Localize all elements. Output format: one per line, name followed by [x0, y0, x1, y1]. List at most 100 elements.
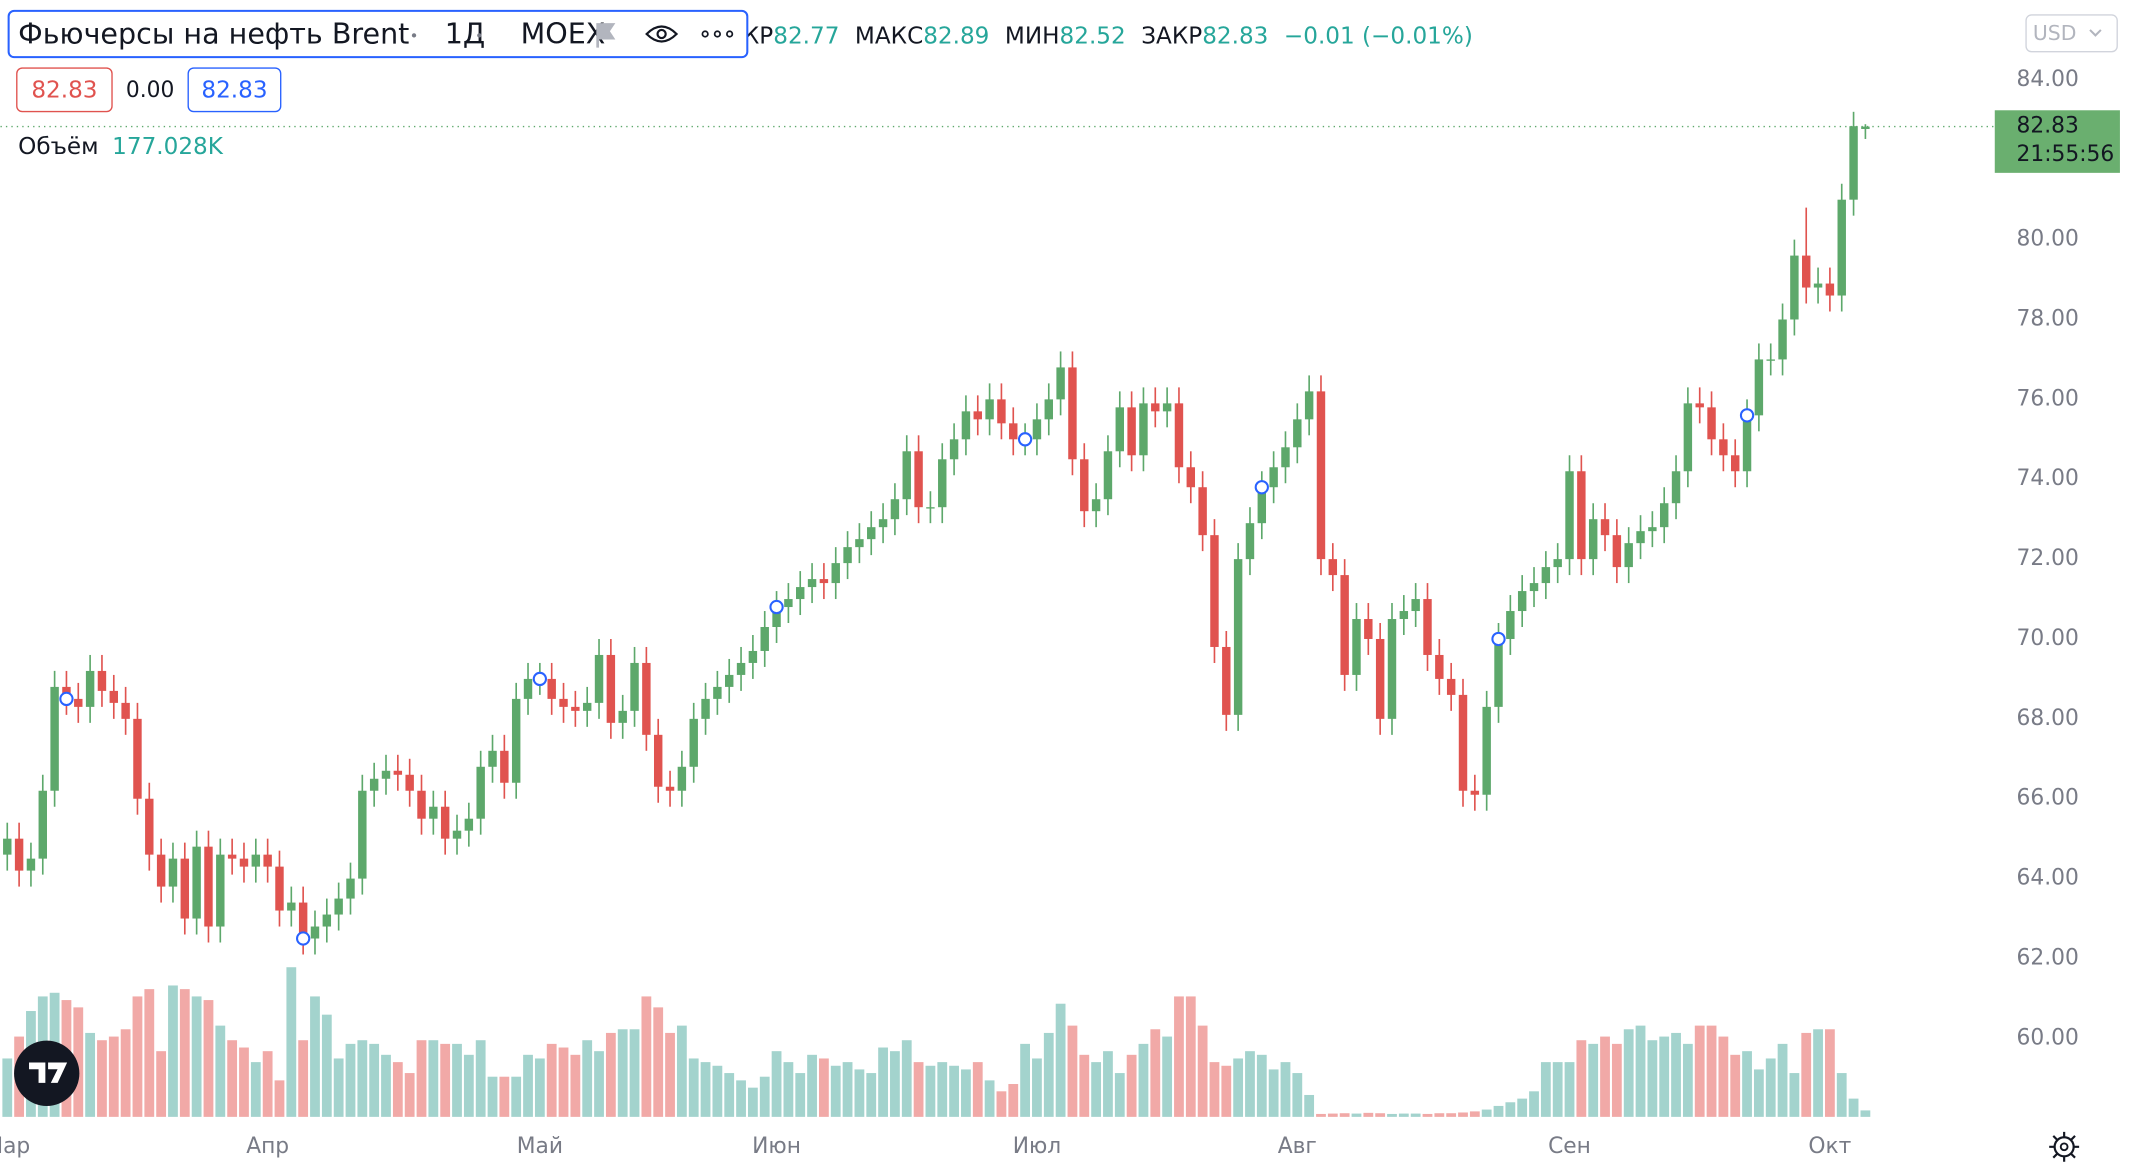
candle-body: [464, 818, 474, 831]
volume-bar: [1233, 1058, 1244, 1117]
volume-bar: [1185, 996, 1196, 1117]
volume-bar: [1339, 1113, 1350, 1117]
volume-bar: [475, 1040, 486, 1117]
currency-box[interactable]: [2025, 14, 2118, 53]
volume-bar: [1647, 1040, 1658, 1117]
logo-mark: [29, 1062, 68, 1083]
volume-bar: [215, 1025, 226, 1117]
volume-bar: [972, 1062, 983, 1117]
candle-body: [1435, 654, 1444, 679]
title-box[interactable]: [7, 9, 749, 59]
volume-bar: [357, 1040, 368, 1117]
flag-icon[interactable]: [596, 23, 616, 48]
ohlc-legend: ОТКР82.77 МАКС82.89 МИН82.52 ЗАКР82.83 −…: [711, 23, 1473, 49]
volume-bar: [1292, 1073, 1303, 1117]
candle-body: [405, 774, 414, 791]
volume-bar: [1765, 1058, 1776, 1117]
candle-body: [796, 587, 805, 600]
candle-body: [1446, 678, 1456, 695]
volume-bar: [381, 1054, 391, 1117]
volume-bar: [1280, 1062, 1291, 1117]
candle-body: [1411, 599, 1420, 612]
candle-body: [547, 678, 556, 699]
x-tick-label: Май: [517, 1134, 563, 1159]
candle-body: [997, 399, 1006, 424]
volume-bar: [1067, 1025, 1078, 1117]
volume-bar: [1505, 1102, 1516, 1117]
candle-body: [121, 702, 130, 719]
candle-body: [760, 627, 769, 651]
candle-body: [322, 914, 332, 927]
volume-bar: [819, 1058, 829, 1117]
sell-box[interactable]: [16, 67, 113, 113]
candle-body: [1754, 359, 1764, 416]
x-tick-label: Июл: [1013, 1134, 1061, 1159]
candle-body: [145, 798, 154, 855]
candle-body: [748, 650, 758, 663]
volume-bar: [878, 1047, 888, 1117]
more-dot[interactable]: [713, 30, 721, 38]
currency[interactable]: USD: [2033, 21, 2077, 45]
candle-body: [653, 734, 663, 787]
candle-body: [1458, 694, 1468, 791]
open-value: 82.77: [773, 23, 839, 49]
volume-bar: [1564, 1062, 1575, 1117]
volume-bar: [168, 985, 178, 1117]
volume-bar: [203, 1000, 214, 1117]
volume-bar: [546, 1043, 557, 1117]
candle-body: [1091, 499, 1101, 512]
buy-box[interactable]: [187, 67, 282, 113]
x-tick-label: Мар: [0, 1134, 30, 1159]
volume-bar: [1174, 996, 1184, 1117]
volume-bar: [854, 1069, 865, 1117]
volume-bar: [463, 1054, 474, 1117]
candle-body: [1482, 706, 1491, 795]
volume-bar: [1789, 1073, 1800, 1117]
volume-bar: [108, 1036, 119, 1117]
sell-price[interactable]: 82.83: [31, 78, 97, 104]
volume-bar: [523, 1054, 533, 1117]
volume-bar: [1682, 1043, 1693, 1117]
candle-body: [50, 686, 59, 791]
candle-body: [594, 654, 604, 703]
event-marker: [296, 931, 311, 946]
volume-bar: [700, 1062, 711, 1117]
candle-body: [204, 846, 213, 927]
candle-body: [1245, 523, 1255, 560]
event-marker: [1739, 408, 1755, 423]
volume-bar: [286, 967, 297, 1117]
candle-body: [133, 718, 142, 799]
symbol-title[interactable]: Фьючерсы на нефть Brent 1Д MOEX: [7, 9, 749, 59]
volume-bar: [1268, 1069, 1279, 1117]
y-tick-label: 70.00: [2017, 626, 2079, 651]
candle-body: [618, 710, 627, 723]
settings-icon[interactable]: [2049, 1131, 2080, 1162]
close-label: ЗАКР: [1141, 23, 1202, 49]
candle-body: [725, 674, 734, 687]
event-marker: [769, 599, 784, 615]
volume-bar: [842, 1062, 853, 1117]
y-tick-label: 84.00: [2017, 67, 2079, 92]
more-dot[interactable]: [701, 30, 709, 38]
volume-bar: [156, 1051, 167, 1117]
volume-bar: [1777, 1043, 1788, 1117]
separator: [411, 33, 417, 38]
volume-bar: [594, 1051, 604, 1117]
candle-body: [1269, 467, 1278, 488]
volume-bar: [1304, 1094, 1315, 1117]
volume-bar: [298, 1040, 309, 1117]
volume-bar: [227, 1040, 238, 1117]
volume-bar: [1611, 1043, 1622, 1117]
candle-body: [1565, 471, 1574, 560]
candle-body: [902, 451, 911, 500]
candle-body: [3, 838, 12, 855]
volume-bar: [1529, 1091, 1539, 1117]
volume-bar: [1410, 1113, 1421, 1117]
logo[interactable]: [14, 1040, 80, 1106]
volume-bar: [996, 1091, 1007, 1117]
more-dot[interactable]: [726, 30, 734, 38]
eye-icon[interactable]: [645, 25, 679, 43]
buy-price[interactable]: 82.83: [201, 78, 267, 104]
